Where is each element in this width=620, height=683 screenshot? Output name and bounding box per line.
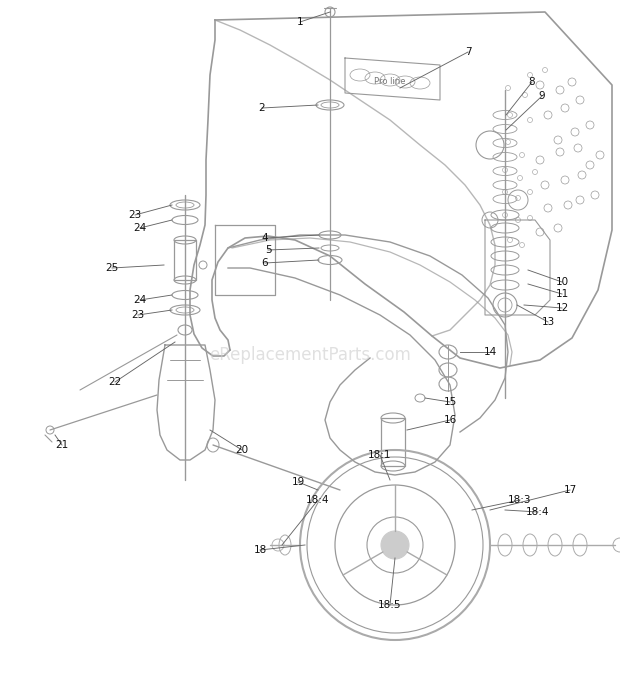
Text: 15: 15	[443, 397, 456, 407]
Text: 18:4: 18:4	[526, 507, 550, 517]
Text: 7: 7	[464, 47, 471, 57]
Circle shape	[381, 531, 409, 559]
Text: 17: 17	[564, 485, 577, 495]
Text: 20: 20	[236, 445, 249, 455]
Text: 6: 6	[262, 258, 268, 268]
Text: 18:3: 18:3	[508, 495, 532, 505]
Text: 23: 23	[131, 310, 144, 320]
Text: 25: 25	[105, 263, 118, 273]
Text: 12: 12	[556, 303, 569, 313]
Text: eReplacementParts.com: eReplacementParts.com	[209, 346, 411, 364]
Text: 24: 24	[133, 295, 146, 305]
Text: 18:5: 18:5	[378, 600, 402, 610]
Text: 11: 11	[556, 289, 569, 299]
Text: 24: 24	[133, 223, 146, 233]
Text: 16: 16	[443, 415, 456, 425]
Text: 19: 19	[291, 477, 304, 487]
Text: Pro line: Pro line	[374, 77, 405, 87]
Text: 4: 4	[262, 233, 268, 243]
Text: 22: 22	[108, 377, 122, 387]
Text: 18:1: 18:1	[368, 450, 392, 460]
Text: 18:4: 18:4	[306, 495, 330, 505]
Text: 14: 14	[484, 347, 497, 357]
Text: 10: 10	[556, 277, 569, 287]
Text: 8: 8	[529, 77, 535, 87]
Text: 13: 13	[541, 317, 555, 327]
Text: 2: 2	[259, 103, 265, 113]
Text: 1: 1	[297, 17, 303, 27]
Text: 5: 5	[265, 245, 272, 255]
Text: 23: 23	[128, 210, 141, 220]
Text: 9: 9	[539, 91, 546, 101]
Text: 21: 21	[55, 440, 69, 450]
Text: 18: 18	[254, 545, 267, 555]
